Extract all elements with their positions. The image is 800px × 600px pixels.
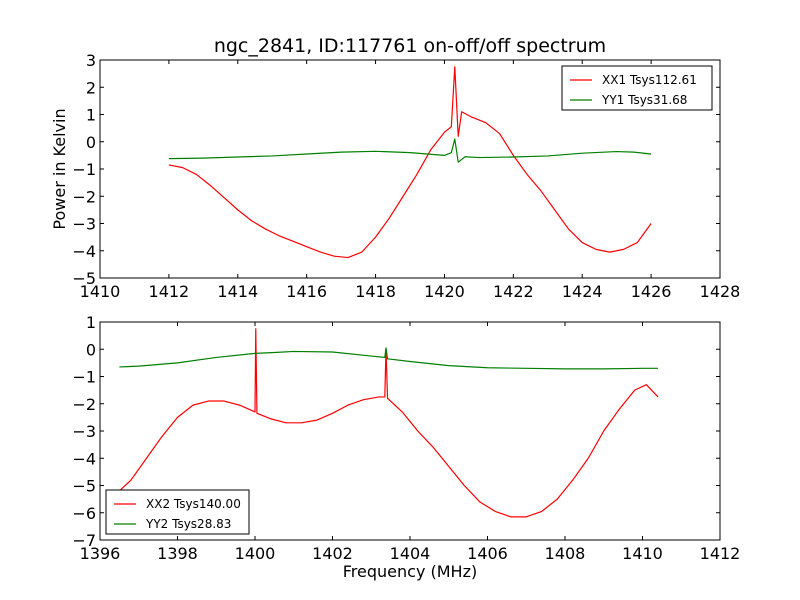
y-tick-label: −1 [72, 160, 96, 179]
x-tick-label: 1422 [493, 282, 534, 301]
x-tick-label: 1398 [157, 544, 198, 563]
x-tick-label: 1410 [80, 282, 121, 301]
x-tick-label: 1426 [631, 282, 672, 301]
y-tick-label: −4 [72, 449, 96, 468]
x-tick-label: 1412 [149, 282, 190, 301]
x-tick-label: 1420 [424, 282, 465, 301]
y-tick-label: 0 [86, 133, 96, 152]
y-tick-label: −7 [72, 531, 96, 550]
x-tick-label: 1416 [286, 282, 327, 301]
top-panel: 1410 1412 1414 1416 1418 1420 1422 1424 1426 1428… [72, 51, 740, 301]
y-tick-label: −6 [72, 504, 96, 523]
y-tick-label: −5 [72, 477, 96, 496]
legend-entry-label: XX2 Tsys140.00 [146, 497, 241, 511]
y-tick-label: 1 [86, 106, 96, 125]
y-tick-label: 1 [86, 313, 96, 332]
y-tick-label: −1 [72, 368, 96, 387]
legend-entry-label: YY2 Tsys28.83 [145, 517, 231, 531]
legend: XX2 Tsys140.00 YY2 Tsys28.83 [105, 489, 250, 535]
legend-box [561, 65, 713, 111]
y-tick-label: −2 [72, 187, 96, 206]
x-tick-label: 1428 [700, 282, 741, 301]
y-tick-label: 0 [86, 340, 96, 359]
y-tick-label: −4 [72, 242, 96, 261]
y-tick-label: −5 [72, 269, 96, 288]
chart-title: ngc_2841, ID:117761 on-off/off spectrum [214, 35, 606, 57]
x-tick-label: 1418 [355, 282, 396, 301]
legend-entry-label: YY1 Tsys31.68 [601, 93, 687, 107]
y-tick-label: 2 [86, 78, 96, 97]
y-tick-label: 3 [86, 51, 96, 70]
x-tick-label: 1404 [390, 544, 431, 563]
y-tick-label: −3 [72, 215, 96, 234]
legend-entry-label: XX1 Tsys112.61 [602, 73, 697, 87]
legend: XX1 Tsys112.61 YY1 Tsys31.68 [561, 65, 713, 111]
x-tick-label: 1414 [217, 282, 258, 301]
x-tick-label: 1406 [467, 544, 508, 563]
x-tick-label: 1396 [80, 544, 121, 563]
y-tick-label: −2 [72, 395, 96, 414]
series-line-xx2 [118, 328, 659, 518]
x-tick-label: 1412 [700, 544, 741, 563]
y-tick-label: −3 [72, 422, 96, 441]
series-line-yy2 [119, 347, 658, 370]
y-axis-label: Power in Kelvin [50, 108, 69, 229]
series-line-yy1 [168, 138, 652, 163]
bottom-panel: 1396 1398 1400 1402 1404 1406 1408 1410 1412 −7 −6… [72, 313, 740, 563]
x-tick-label: 1410 [622, 544, 663, 563]
x-tick-label: 1402 [312, 544, 353, 563]
x-axis-label: Frequency (MHz) [343, 562, 477, 581]
series-line-xx1 [168, 66, 652, 259]
x-tick-label: 1400 [235, 544, 276, 563]
x-tick-label: 1424 [562, 282, 603, 301]
legend-box [105, 489, 250, 535]
x-tick-label: 1408 [545, 544, 586, 563]
